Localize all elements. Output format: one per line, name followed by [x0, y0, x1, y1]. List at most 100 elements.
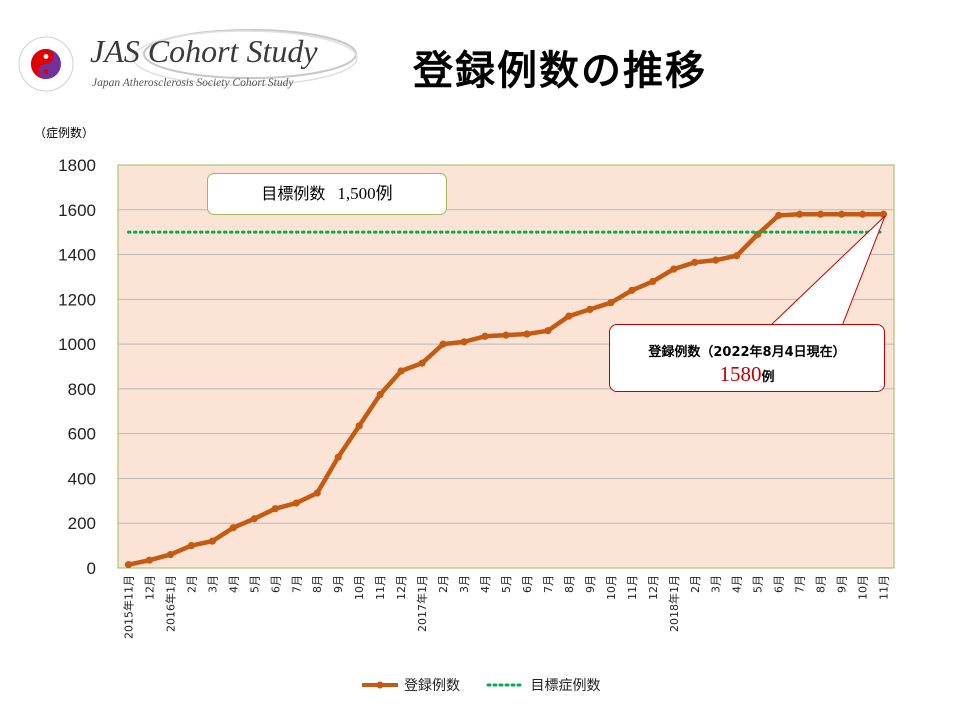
x-tick-label: 7月 [794, 575, 807, 593]
data-point [250, 515, 258, 523]
callout-value: 1580 [719, 362, 762, 386]
legend: 登録例数 目標症例数 [360, 675, 622, 695]
data-point [649, 277, 657, 286]
legend-line-solid-icon [362, 681, 398, 689]
y-tick-label: 600 [68, 425, 96, 444]
y-tick-label: 200 [68, 514, 96, 533]
data-point [691, 258, 699, 266]
data-point [544, 327, 552, 335]
data-point [607, 299, 615, 307]
y-tick-label: 1600 [58, 201, 96, 220]
x-tick-label: 11月 [626, 575, 639, 600]
current-count-callout: 登録例数（2022年8月4日現在） 1580例 [609, 324, 885, 392]
data-point [208, 537, 216, 545]
legend-item-target: 目標症例数 [486, 675, 600, 695]
data-point [166, 550, 175, 559]
x-tick-label: 9月 [332, 575, 345, 593]
x-tick-label: 11月 [878, 575, 891, 600]
data-point [586, 305, 594, 314]
x-tick-label: 5月 [752, 575, 765, 593]
data-point [502, 331, 510, 339]
data-point [481, 332, 489, 340]
target-box: 目標例数 1,500例 [207, 173, 447, 215]
x-tick-label: 2016年1月 [163, 575, 177, 632]
data-point [439, 340, 447, 348]
x-tick-label: 2月 [185, 575, 198, 593]
data-point [145, 556, 154, 564]
data-point [796, 210, 804, 218]
legend-label-target: 目標症例数 [530, 678, 601, 694]
callout-value-row: 1580例 [610, 362, 884, 387]
x-tick-label: 6月 [521, 575, 534, 593]
y-tick-label: 1200 [58, 290, 96, 309]
x-tick-label: 9月 [836, 575, 849, 593]
x-tick-label: 12月 [647, 575, 660, 600]
data-point [271, 505, 279, 513]
logo-subtitle: Japan Atherosclerosis Society Cohort Stu… [92, 77, 294, 89]
data-point [565, 312, 573, 320]
y-tick-label: 1800 [58, 156, 96, 175]
x-tick-label: 4月 [731, 575, 744, 593]
legend-line-dotted-icon [486, 683, 526, 687]
y-tick-label: 1400 [58, 246, 96, 265]
data-point [376, 390, 384, 399]
target-label: 目標例数 [261, 184, 326, 203]
x-tick-label: 2月 [437, 575, 450, 593]
x-tick-label: 4月 [227, 575, 240, 593]
x-tick-label: 8月 [311, 575, 324, 593]
data-point [187, 542, 196, 550]
series-layer [124, 210, 888, 569]
data-point [733, 252, 741, 260]
y-axis-label: （症例数） [34, 125, 94, 140]
emblem-icon [18, 36, 74, 92]
data-point [670, 265, 678, 273]
x-tick-label: 2月 [689, 575, 702, 593]
callout-unit: 例 [761, 370, 775, 385]
x-tick-label: 10月 [605, 575, 618, 600]
data-point [628, 286, 636, 294]
x-tick-label: 6月 [269, 575, 282, 593]
legend-label-enrolled: 登録例数 [404, 678, 460, 694]
logo-title: JAS Cohort Study [90, 33, 318, 69]
x-tick-label: 10月 [857, 575, 870, 600]
x-tick-label: 4月 [479, 575, 492, 593]
x-tick-label: 2015年11月 [121, 575, 135, 639]
y-tick-label: 800 [68, 380, 96, 399]
x-tick-label: 5月 [500, 575, 513, 593]
x-tick-label: 7月 [290, 575, 303, 593]
x-axis-ticks: 2015年11月 12月 2016年1月 2月 3月 4月 5月 6月 7月 8月 9月 10月 11月… [121, 575, 890, 639]
data-point [124, 561, 133, 569]
data-point [879, 210, 888, 218]
x-tick-label: 10月 [353, 575, 366, 600]
x-tick-label: 3月 [458, 575, 471, 593]
legend-item-enrolled: 登録例数 [360, 675, 460, 695]
x-tick-label: 3月 [206, 575, 219, 593]
x-tick-label: 2018年1月 [667, 575, 681, 632]
x-tick-label: 6月 [773, 575, 786, 593]
data-point [837, 210, 846, 218]
x-tick-label: 9月 [584, 575, 597, 593]
target-value: 1,500例 [337, 184, 393, 203]
logo-graphic: JAS Cohort Study Japan Atherosclerosis S… [18, 29, 358, 92]
jas-logo: JAS Cohort Study Japan Atherosclerosis S… [10, 28, 360, 100]
data-point [460, 338, 468, 346]
data-point [229, 524, 237, 532]
x-tick-label: 12月 [395, 575, 408, 600]
data-point [816, 210, 825, 218]
data-point [355, 422, 363, 430]
y-axis-ticks: 0 200 400 600 800 1000 1200 1400 1600 1800 [58, 156, 96, 578]
data-point [858, 210, 867, 218]
y-tick-label: 1000 [58, 335, 96, 354]
x-tick-label: 3月 [710, 575, 723, 593]
x-tick-label: 8月 [563, 575, 576, 593]
callout-label: 登録例数（2022年8月4日現在） [648, 345, 846, 360]
x-tick-label: 5月 [248, 575, 261, 593]
data-point [712, 256, 720, 264]
data-point [397, 367, 405, 375]
x-tick-label: 2017年1月 [415, 575, 429, 632]
slide-title: 登録例数の推移 [413, 48, 707, 94]
data-point [523, 330, 531, 338]
data-point [313, 489, 321, 497]
data-point [292, 499, 300, 507]
